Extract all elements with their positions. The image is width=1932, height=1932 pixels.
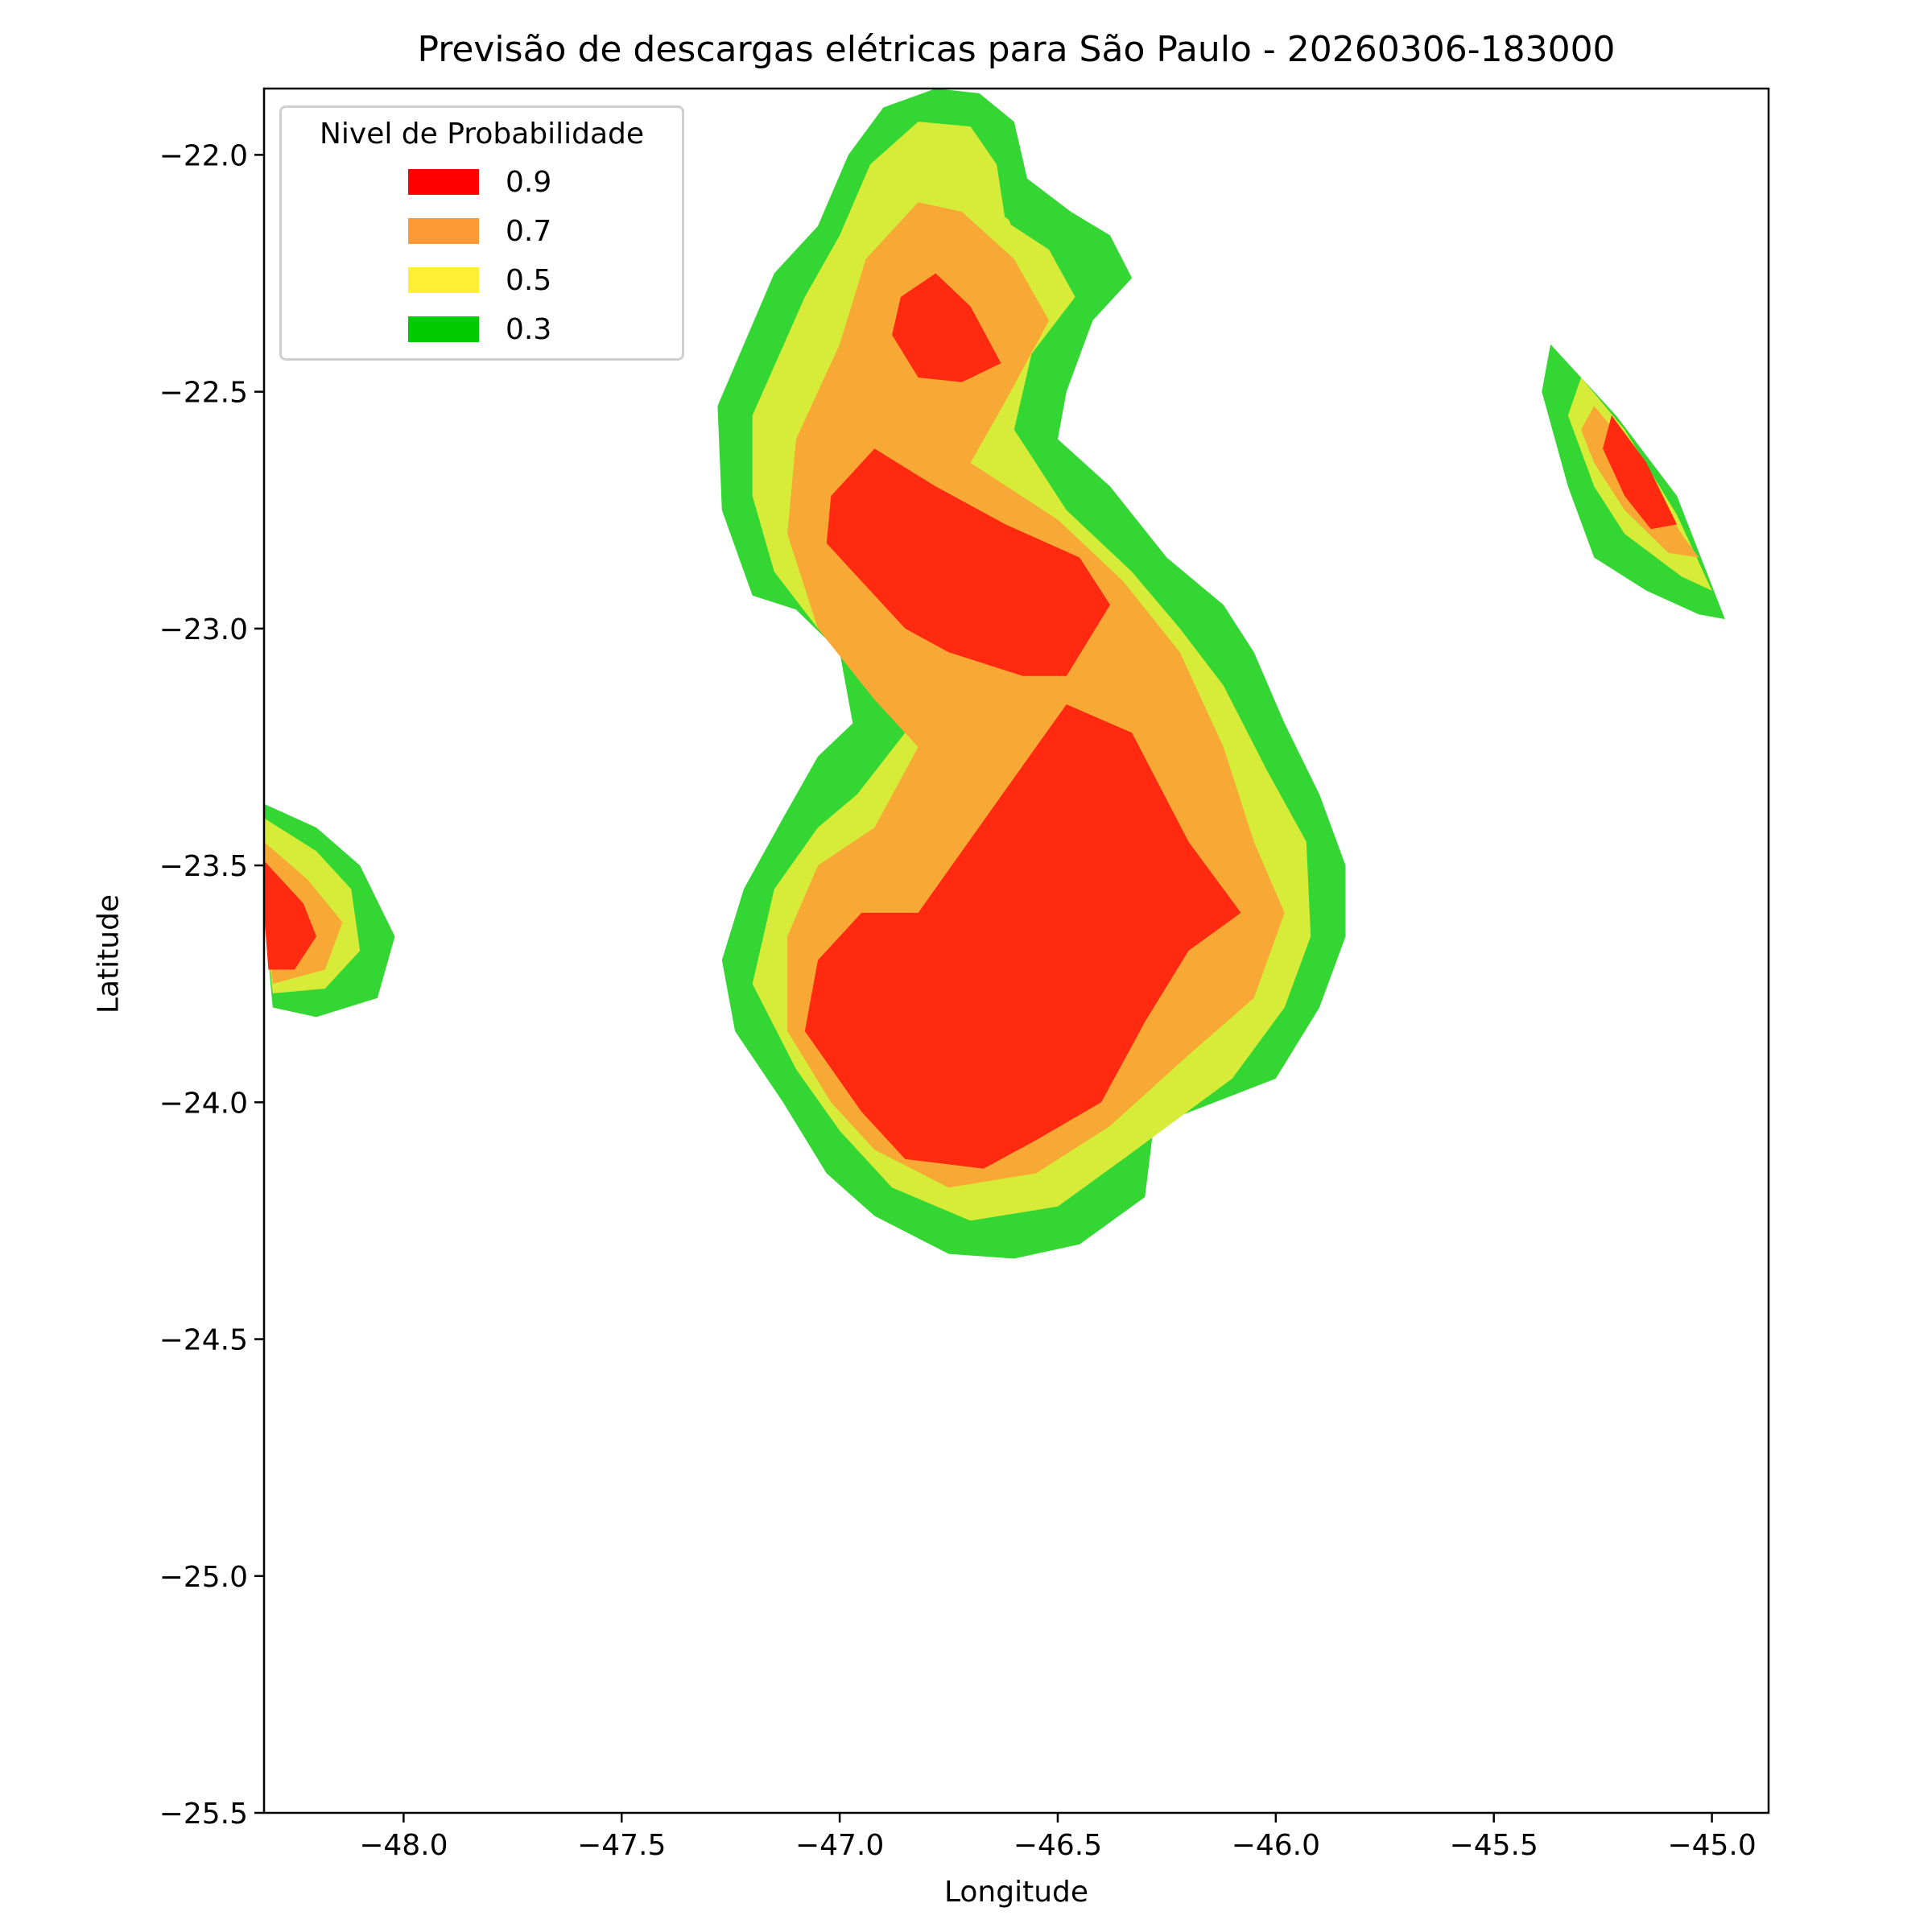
legend-swatch bbox=[408, 218, 479, 244]
x-tick-label: −45.5 bbox=[1450, 1829, 1538, 1862]
y-tick-label: −24.5 bbox=[159, 1324, 248, 1357]
y-tick-label: −25.0 bbox=[159, 1561, 248, 1594]
legend-swatch bbox=[408, 267, 479, 293]
legend-label: 0.7 bbox=[506, 215, 552, 248]
y-axis-label: Latitude bbox=[92, 894, 126, 1014]
chart-title: Previsão de descargas elétricas para São… bbox=[417, 29, 1616, 70]
legend-label: 0.5 bbox=[506, 264, 552, 297]
y-tick-label: −23.5 bbox=[159, 850, 248, 883]
x-axis-label: Longitude bbox=[943, 1876, 1089, 1909]
legend-entry: 0.7 bbox=[282, 215, 682, 248]
x-tick-label: −46.5 bbox=[1013, 1829, 1102, 1862]
plot-frame bbox=[262, 87, 1770, 1814]
contour-level-0_9-4 bbox=[892, 273, 1001, 382]
y-tick-label: −24.0 bbox=[159, 1087, 248, 1120]
y-tick-label: −22.0 bbox=[159, 139, 248, 172]
axes: −48.0 −47.5 −47.0 −46.5 −46.0 −45.5 −45.0 −22.0… bbox=[159, 87, 1770, 1862]
contour-spot-0 bbox=[991, 216, 1011, 236]
x-tick-label: −47.5 bbox=[577, 1829, 666, 1862]
legend: Nivel de Probabilidade 0.9 0.7 0.5 0.3 bbox=[279, 105, 684, 361]
legend-swatch bbox=[408, 316, 479, 342]
contour-spot-1 bbox=[995, 708, 1015, 729]
legend-label: 0.9 bbox=[506, 166, 552, 199]
contour-plot bbox=[264, 89, 1725, 1259]
x-tick-label: −46.0 bbox=[1232, 1829, 1320, 1862]
legend-title: Nivel de Probabilidade bbox=[319, 118, 645, 151]
legend-entry: 0.9 bbox=[282, 166, 682, 199]
legend-entry: 0.3 bbox=[282, 313, 682, 346]
y-tick-label: −22.5 bbox=[159, 377, 248, 410]
legend-swatch bbox=[408, 169, 479, 195]
contour-level-0_9-3 bbox=[826, 448, 1110, 676]
x-tick-label: −45.0 bbox=[1667, 1829, 1756, 1862]
y-tick-label: −25.5 bbox=[159, 1798, 248, 1831]
legend-label: 0.3 bbox=[506, 313, 552, 346]
contour-level-0_9-5 bbox=[804, 704, 1241, 1169]
x-tick-label: −48.0 bbox=[359, 1829, 448, 1862]
y-tick-label: −23.0 bbox=[159, 613, 248, 646]
contour-level-0_9-13 bbox=[1603, 415, 1678, 530]
contour-level-0_9-9 bbox=[264, 861, 316, 970]
legend-entry: 0.5 bbox=[282, 264, 682, 297]
x-tick-label: −47.0 bbox=[795, 1829, 884, 1862]
